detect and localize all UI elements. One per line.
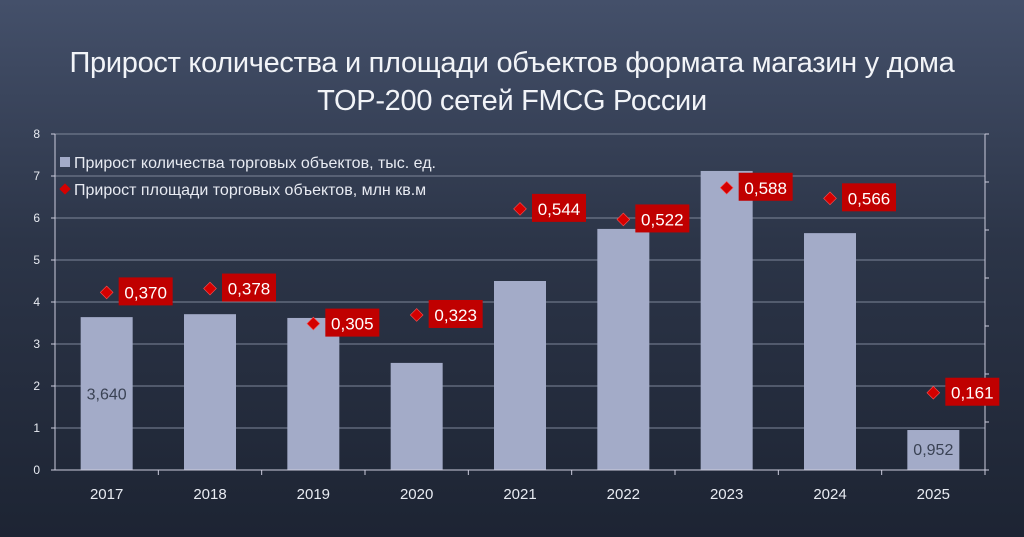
point-2019: [306, 316, 321, 331]
x-tick-label: 2021: [503, 486, 536, 503]
bar-2018: [184, 314, 236, 470]
point-2024: [823, 191, 837, 206]
x-tick-label: 2023: [710, 486, 743, 503]
point-data-label: 0,161: [951, 384, 994, 403]
point-data-label: 0,323: [434, 306, 477, 325]
point-2021: [513, 202, 527, 216]
y-tick-label: 8: [33, 127, 40, 141]
point-2022: [616, 212, 631, 227]
bar-2025: [907, 430, 960, 470]
bars: 3,640 0,952: [80, 170, 960, 470]
chart-title: Прирост количества и площади объектов фо…: [0, 44, 1024, 120]
bar-2019: [287, 317, 340, 470]
y-tick-label: 1: [33, 421, 40, 435]
point-2025: [926, 385, 941, 400]
point-label-box: [428, 299, 483, 328]
y-tick-label: 5: [33, 253, 40, 267]
point-data-label: 0,522: [641, 210, 684, 229]
legend: Прирост количества торговых объектов, ты…: [59, 155, 436, 199]
point-label-box: [222, 273, 276, 302]
point-label-box: [532, 193, 586, 222]
bar-2021: [494, 281, 546, 470]
y-tick-label: 3: [33, 337, 40, 351]
bar-2023: [700, 170, 753, 470]
point-data-label: 0,566: [848, 189, 891, 208]
point-data-label: 0,544: [538, 200, 581, 219]
x-tick-label: 2022: [607, 486, 640, 503]
point-data-label: 0,305: [331, 315, 374, 334]
y-tick-label: 7: [33, 169, 40, 183]
point-2018: [203, 281, 217, 296]
bar-2017: [80, 317, 133, 470]
y-tick-label: 6: [33, 211, 40, 225]
y-tick-label: 0: [33, 463, 40, 477]
point-2017: [99, 285, 114, 300]
bar-data-label: 3,640: [87, 387, 127, 404]
y-tick-label: 2: [33, 379, 40, 393]
point-2023: [719, 180, 734, 195]
point-label-box: [325, 308, 380, 337]
title-line-2: TOP-200 сетей FMCG России: [317, 85, 707, 117]
bar-2020: [390, 362, 443, 470]
point-label-box: [635, 204, 690, 233]
x-tick-label: 2025: [917, 486, 950, 503]
point-2020: [409, 308, 424, 322]
point-data-label: 0,588: [744, 179, 787, 198]
bar-2022: [597, 228, 650, 470]
points: 0,370 0,378 0,305 0,323 0,544 0,522 0,588 0,566…: [99, 172, 1000, 406]
legend-point-label: Прирост площади торговых объектов, млн к…: [74, 182, 426, 199]
point-label-box: [945, 377, 1000, 406]
axes: 0 1 2 3 4 5 6 7 8 2017 2018 2019 2020 2021 2022 2023 202…: [33, 127, 989, 503]
bar-2024: [804, 233, 856, 470]
x-tick-label: 2019: [297, 486, 330, 503]
point-data-label: 0,370: [124, 283, 167, 302]
point-label-box: [842, 183, 896, 212]
legend-diamond-swatch: [59, 183, 71, 195]
point-data-label: 0,378: [228, 280, 271, 299]
x-tick-label: 2024: [813, 486, 846, 503]
x-tick-label: 2018: [193, 486, 226, 503]
point-label-box: [118, 277, 173, 306]
x-tick-label: 2017: [90, 486, 123, 503]
x-tick-label: 2020: [400, 486, 433, 503]
bar-data-label: 0,952: [913, 442, 953, 459]
y-tick-label: 4: [33, 295, 40, 309]
legend-bar-swatch: [60, 157, 70, 167]
point-label-box: [738, 172, 793, 201]
legend-bar-label: Прирост количества торговых объектов, ты…: [74, 155, 436, 172]
title-line-1: Прирост количества и площади объектов фо…: [69, 47, 955, 79]
